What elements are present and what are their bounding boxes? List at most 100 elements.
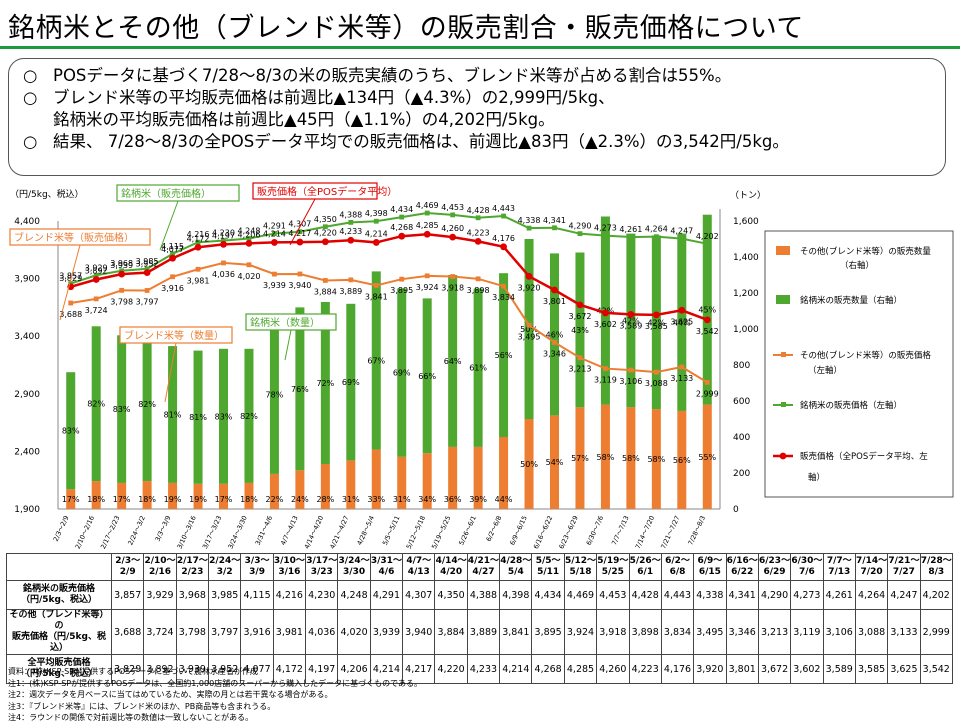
brand-price-point xyxy=(628,234,634,240)
bar-blend-quantity xyxy=(142,481,152,509)
total-price-value-label: 4,172 xyxy=(187,234,210,243)
blend-price-line xyxy=(70,261,708,384)
total-price-value-label: 3,801 xyxy=(543,297,566,306)
brand-price-line xyxy=(70,212,708,285)
table-cell: 3,119 xyxy=(790,609,824,655)
bar-blend-quantity xyxy=(397,456,407,509)
total-price-value-label: 4,214 xyxy=(263,229,286,238)
x-tick-label: 5/19～5/25 xyxy=(430,514,452,550)
blend-price-point xyxy=(679,364,685,370)
blend-price-point xyxy=(475,276,481,282)
x-tick-label: 2/17～2/23 xyxy=(99,514,121,550)
x-tick-label: 6/30～7/6 xyxy=(585,514,606,546)
left-tick-label: 3,900 xyxy=(14,275,40,285)
x-tick-label: 5/12～5/18 xyxy=(405,514,427,550)
table-cell: 3,916 xyxy=(240,609,274,655)
total-price-point xyxy=(703,316,711,324)
table-cell: 4,291 xyxy=(369,580,404,610)
brand-share-label: 42% xyxy=(622,316,640,325)
blend-share-label: 19% xyxy=(189,495,207,504)
table-header-cell: 2/24～ 3/2 xyxy=(208,553,242,581)
callout-total-price-leader xyxy=(289,198,316,246)
total-price-point xyxy=(169,254,176,262)
total-price-value-label: 3,625 xyxy=(670,317,693,326)
table-cell: 4,248 xyxy=(337,580,371,610)
x-tick-label: 5/26～6/1 xyxy=(457,514,478,546)
blend-share-label: 39% xyxy=(469,495,487,504)
summary-line-1: ○ POSデータに基づく7/28～8/3の米の販売実績のうち、ブレンド米等が占める… xyxy=(23,66,732,85)
legend-blend-price-axis: （左軸） xyxy=(808,365,842,376)
summary-line-2: ○ ブレンド米等の平均販売価格は前週比▲134円（▲4.3%）の2,999円/5k… xyxy=(23,88,615,107)
table-header-cell: 2/3～ 2/9 xyxy=(110,553,145,581)
bar-brand-quantity xyxy=(677,233,687,411)
bar-blend-quantity xyxy=(448,446,458,509)
brand-price-point xyxy=(450,212,456,218)
blend-price-point xyxy=(501,283,506,289)
table-cell: 4,341 xyxy=(725,580,759,610)
bar-brand-quantity xyxy=(244,348,254,483)
bar-blend-quantity xyxy=(677,410,687,509)
left-axis-title: （円/5kg、税込） xyxy=(10,188,84,200)
table-cell: 3,918 xyxy=(596,609,630,655)
x-tick-label: 3/10～3/16 xyxy=(176,514,198,550)
legend-swatch-brand-qty xyxy=(776,295,790,304)
table-cell: 4,077 xyxy=(240,654,274,684)
bar-brand-quantity xyxy=(371,271,381,450)
blend-price-value-label: 3,688 xyxy=(59,310,82,319)
brand-share-label: 42% xyxy=(647,318,665,327)
brand-price-value-label: 4,388 xyxy=(339,210,362,219)
summary-box: ○ POSデータに基づく7/28～8/3の米の販売実績のうち、ブレンド米等が占める… xyxy=(8,58,946,176)
table-header-cell: 2/10～ 2/16 xyxy=(143,553,177,581)
bar-brand-quantity xyxy=(626,233,636,408)
table-header-cell: 6/16～ 6/22 xyxy=(725,553,759,581)
blend-share-label: 55% xyxy=(698,453,716,462)
table-header-cell: 4/14～ 4/20 xyxy=(434,553,468,581)
blend-share-label: 33% xyxy=(367,495,385,504)
bar-brand-quantity xyxy=(550,253,559,416)
table-cell: 4,268 xyxy=(531,654,565,684)
table-cell: 4,453 xyxy=(596,580,630,610)
table-cell: 3,213 xyxy=(757,609,792,655)
brand-share-label: 66% xyxy=(418,372,436,381)
blend-price-point xyxy=(603,366,608,371)
total-price-point xyxy=(602,309,609,317)
table-cell: 3,589 xyxy=(822,654,856,684)
blend-share-label: 17% xyxy=(113,495,131,504)
blend-price-point xyxy=(221,260,226,266)
brand-share-label: 83% xyxy=(215,412,233,421)
table-cell: 4,247 xyxy=(887,580,921,610)
bar-brand-quantity xyxy=(219,348,228,484)
legend-marker-total-price xyxy=(779,452,787,460)
legend-marker-blend-price xyxy=(781,352,786,357)
bar-blend-quantity xyxy=(66,489,76,509)
table-cell: 3,585 xyxy=(854,654,889,684)
total-price-point xyxy=(92,276,100,283)
x-tick-label: 2/24～3/2 xyxy=(126,514,147,546)
table-cell: 3,797 xyxy=(208,609,242,655)
brand-share-label: 72% xyxy=(316,379,334,388)
blend-share-label: 31% xyxy=(342,495,360,504)
bar-blend-quantity xyxy=(193,483,203,509)
bar-brand-quantity xyxy=(575,252,585,408)
bar-brand-quantity xyxy=(320,302,330,464)
bar-blend-quantity xyxy=(244,482,254,509)
brand-price-point xyxy=(221,238,226,243)
brand-price-value-label: 4,230 xyxy=(212,229,235,238)
table-row-label: その他（ブレンド米等）の 販売価格（円/5kg、税込） xyxy=(6,609,112,655)
total-price-point xyxy=(551,286,558,294)
brand-price-value-label: 4,290 xyxy=(569,222,592,231)
total-price-point xyxy=(194,243,202,251)
blend-price-value-label: 3,884 xyxy=(314,287,337,296)
total-price-point xyxy=(321,238,329,246)
brand-price-point xyxy=(424,210,430,216)
table-cell: 3,346 xyxy=(725,609,759,655)
table-header-cell: 6/30～ 7/6 xyxy=(790,553,824,581)
table-header-cell: 4/7～ 4/13 xyxy=(402,553,436,581)
blend-share-label: 44% xyxy=(495,495,513,504)
legend-blend-qty-axis: （右軸） xyxy=(840,260,874,271)
total-price-point xyxy=(500,243,507,251)
brand-price-value-label: 4,273 xyxy=(594,224,617,233)
callout-blend-qty-leader xyxy=(164,342,177,403)
bar-blend-quantity xyxy=(346,460,356,509)
table-cell: 3,898 xyxy=(628,609,662,655)
